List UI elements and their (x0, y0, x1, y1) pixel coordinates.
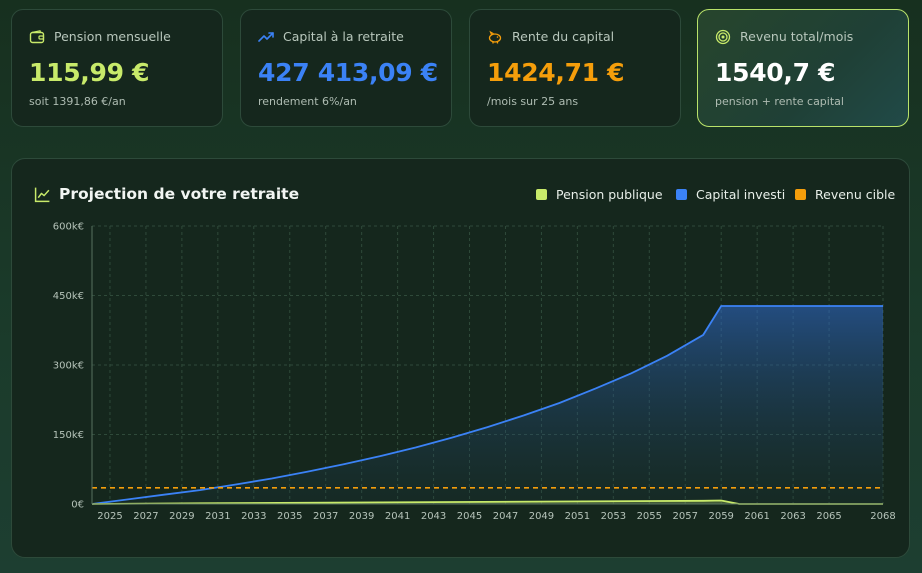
card-subtext: /mois sur 25 ans (487, 95, 579, 108)
y-tick-label: 150k€ (53, 430, 84, 441)
card-label: Rente du capital (512, 29, 615, 44)
x-tick-label: 2047 (493, 511, 518, 522)
y-tick-label: 600k€ (53, 222, 84, 233)
x-tick-label: 2037 (313, 511, 338, 522)
x-tick-label: 2063 (780, 511, 805, 522)
card-value: 115,99 € (29, 58, 150, 87)
series-line-pension-publique (91, 499, 883, 505)
x-tick-label: 2055 (637, 511, 662, 522)
y-tick-label: 450k€ (53, 291, 84, 302)
panel-title: Projection de votre retraite (59, 185, 300, 203)
x-tick-label: 2059 (708, 511, 733, 522)
card-rente-capital: Rente du capital 1424,71 € /mois sur 25 … (469, 9, 681, 127)
x-tick-label: 2049 (529, 511, 554, 522)
card-label: Capital à la retraite (283, 29, 404, 44)
x-tick-label: 2065 (816, 511, 841, 522)
x-tick-label: 2025 (97, 511, 122, 522)
x-tick-label: 2033 (241, 511, 266, 522)
legend-capital-investi[interactable]: Capital investi (676, 187, 785, 202)
y-tick-label: 300k€ (53, 361, 84, 372)
card-pension-mensuelle: Pension mensuelle 115,99 € soit 1391,86 … (11, 9, 223, 127)
legend-label: Pension publique (556, 187, 663, 202)
x-tick-label: 2027 (133, 511, 158, 522)
piggy-bank-icon (488, 30, 502, 44)
legend-swatch (536, 189, 547, 200)
wallet-icon (29, 30, 45, 44)
legend-label: Revenu cible (815, 187, 896, 202)
legend-swatch (795, 189, 806, 200)
target-icon (715, 29, 731, 45)
y-tick-label: 0€ (71, 500, 84, 511)
x-tick-label: 2039 (349, 511, 374, 522)
trending-up-icon (258, 32, 274, 42)
x-tick-label: 2057 (673, 511, 698, 522)
x-tick-label: 2051 (565, 511, 590, 522)
card-label: Pension mensuelle (54, 29, 171, 44)
x-tick-label: 2068 (870, 511, 895, 522)
x-tick-label: 2031 (205, 511, 230, 522)
card-label: Revenu total/mois (740, 29, 854, 44)
x-tick-label: 2035 (277, 511, 302, 522)
x-tick-label: 2053 (601, 511, 626, 522)
legend-swatch (676, 189, 687, 200)
card-revenu-total: Revenu total/mois 1540,7 € pension + ren… (697, 9, 909, 127)
legend-label: Capital investi (696, 187, 786, 202)
series-area-capital-investi (92, 306, 883, 504)
x-tick-label: 2041 (385, 511, 410, 522)
card-subtext: rendement 6%/an (258, 95, 357, 108)
card-capital-retraite: Capital à la retraite 427 413,09 € rende… (240, 9, 452, 127)
x-tick-label: 2061 (744, 511, 769, 522)
x-tick-label: 2029 (169, 511, 194, 522)
card-value: 1540,7 € (715, 58, 836, 87)
x-tick-label: 2043 (421, 511, 446, 522)
card-value: 1424,71 € (487, 58, 625, 87)
legend-pension-publique[interactable]: Pension publique (536, 187, 663, 202)
x-tick-label: 2045 (457, 511, 482, 522)
card-subtext: soit 1391,86 €/an (29, 95, 126, 108)
card-subtext: pension + rente capital (715, 95, 844, 108)
line-chart-icon (34, 187, 50, 203)
series-line-capital-investi (91, 305, 883, 505)
card-value: 427 413,09 € (258, 58, 438, 87)
legend-revenu-cible[interactable]: Revenu cible (795, 187, 895, 202)
